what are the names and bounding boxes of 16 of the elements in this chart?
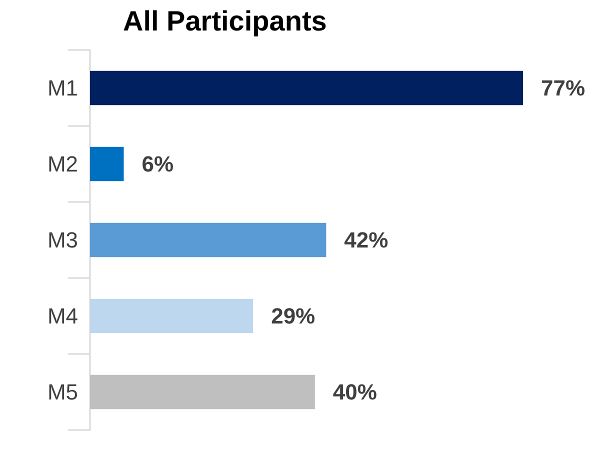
- y-tick-label: M4: [47, 304, 78, 328]
- y-tick-label: M5: [47, 380, 78, 404]
- bar: [90, 70, 523, 106]
- data-label: 77%: [541, 76, 586, 100]
- data-label: 29%: [271, 304, 316, 328]
- bar: [90, 298, 254, 334]
- data-label: 6%: [142, 152, 174, 176]
- y-tick-label: M2: [47, 152, 78, 176]
- y-tick-label: M3: [47, 228, 78, 252]
- bar: [90, 146, 124, 182]
- bar: [90, 374, 315, 410]
- data-label: 40%: [332, 380, 377, 404]
- bar: [90, 222, 326, 258]
- y-tick-label: M1: [47, 76, 78, 100]
- chart-title: All Participants: [123, 6, 327, 36]
- data-label: 42%: [344, 228, 388, 252]
